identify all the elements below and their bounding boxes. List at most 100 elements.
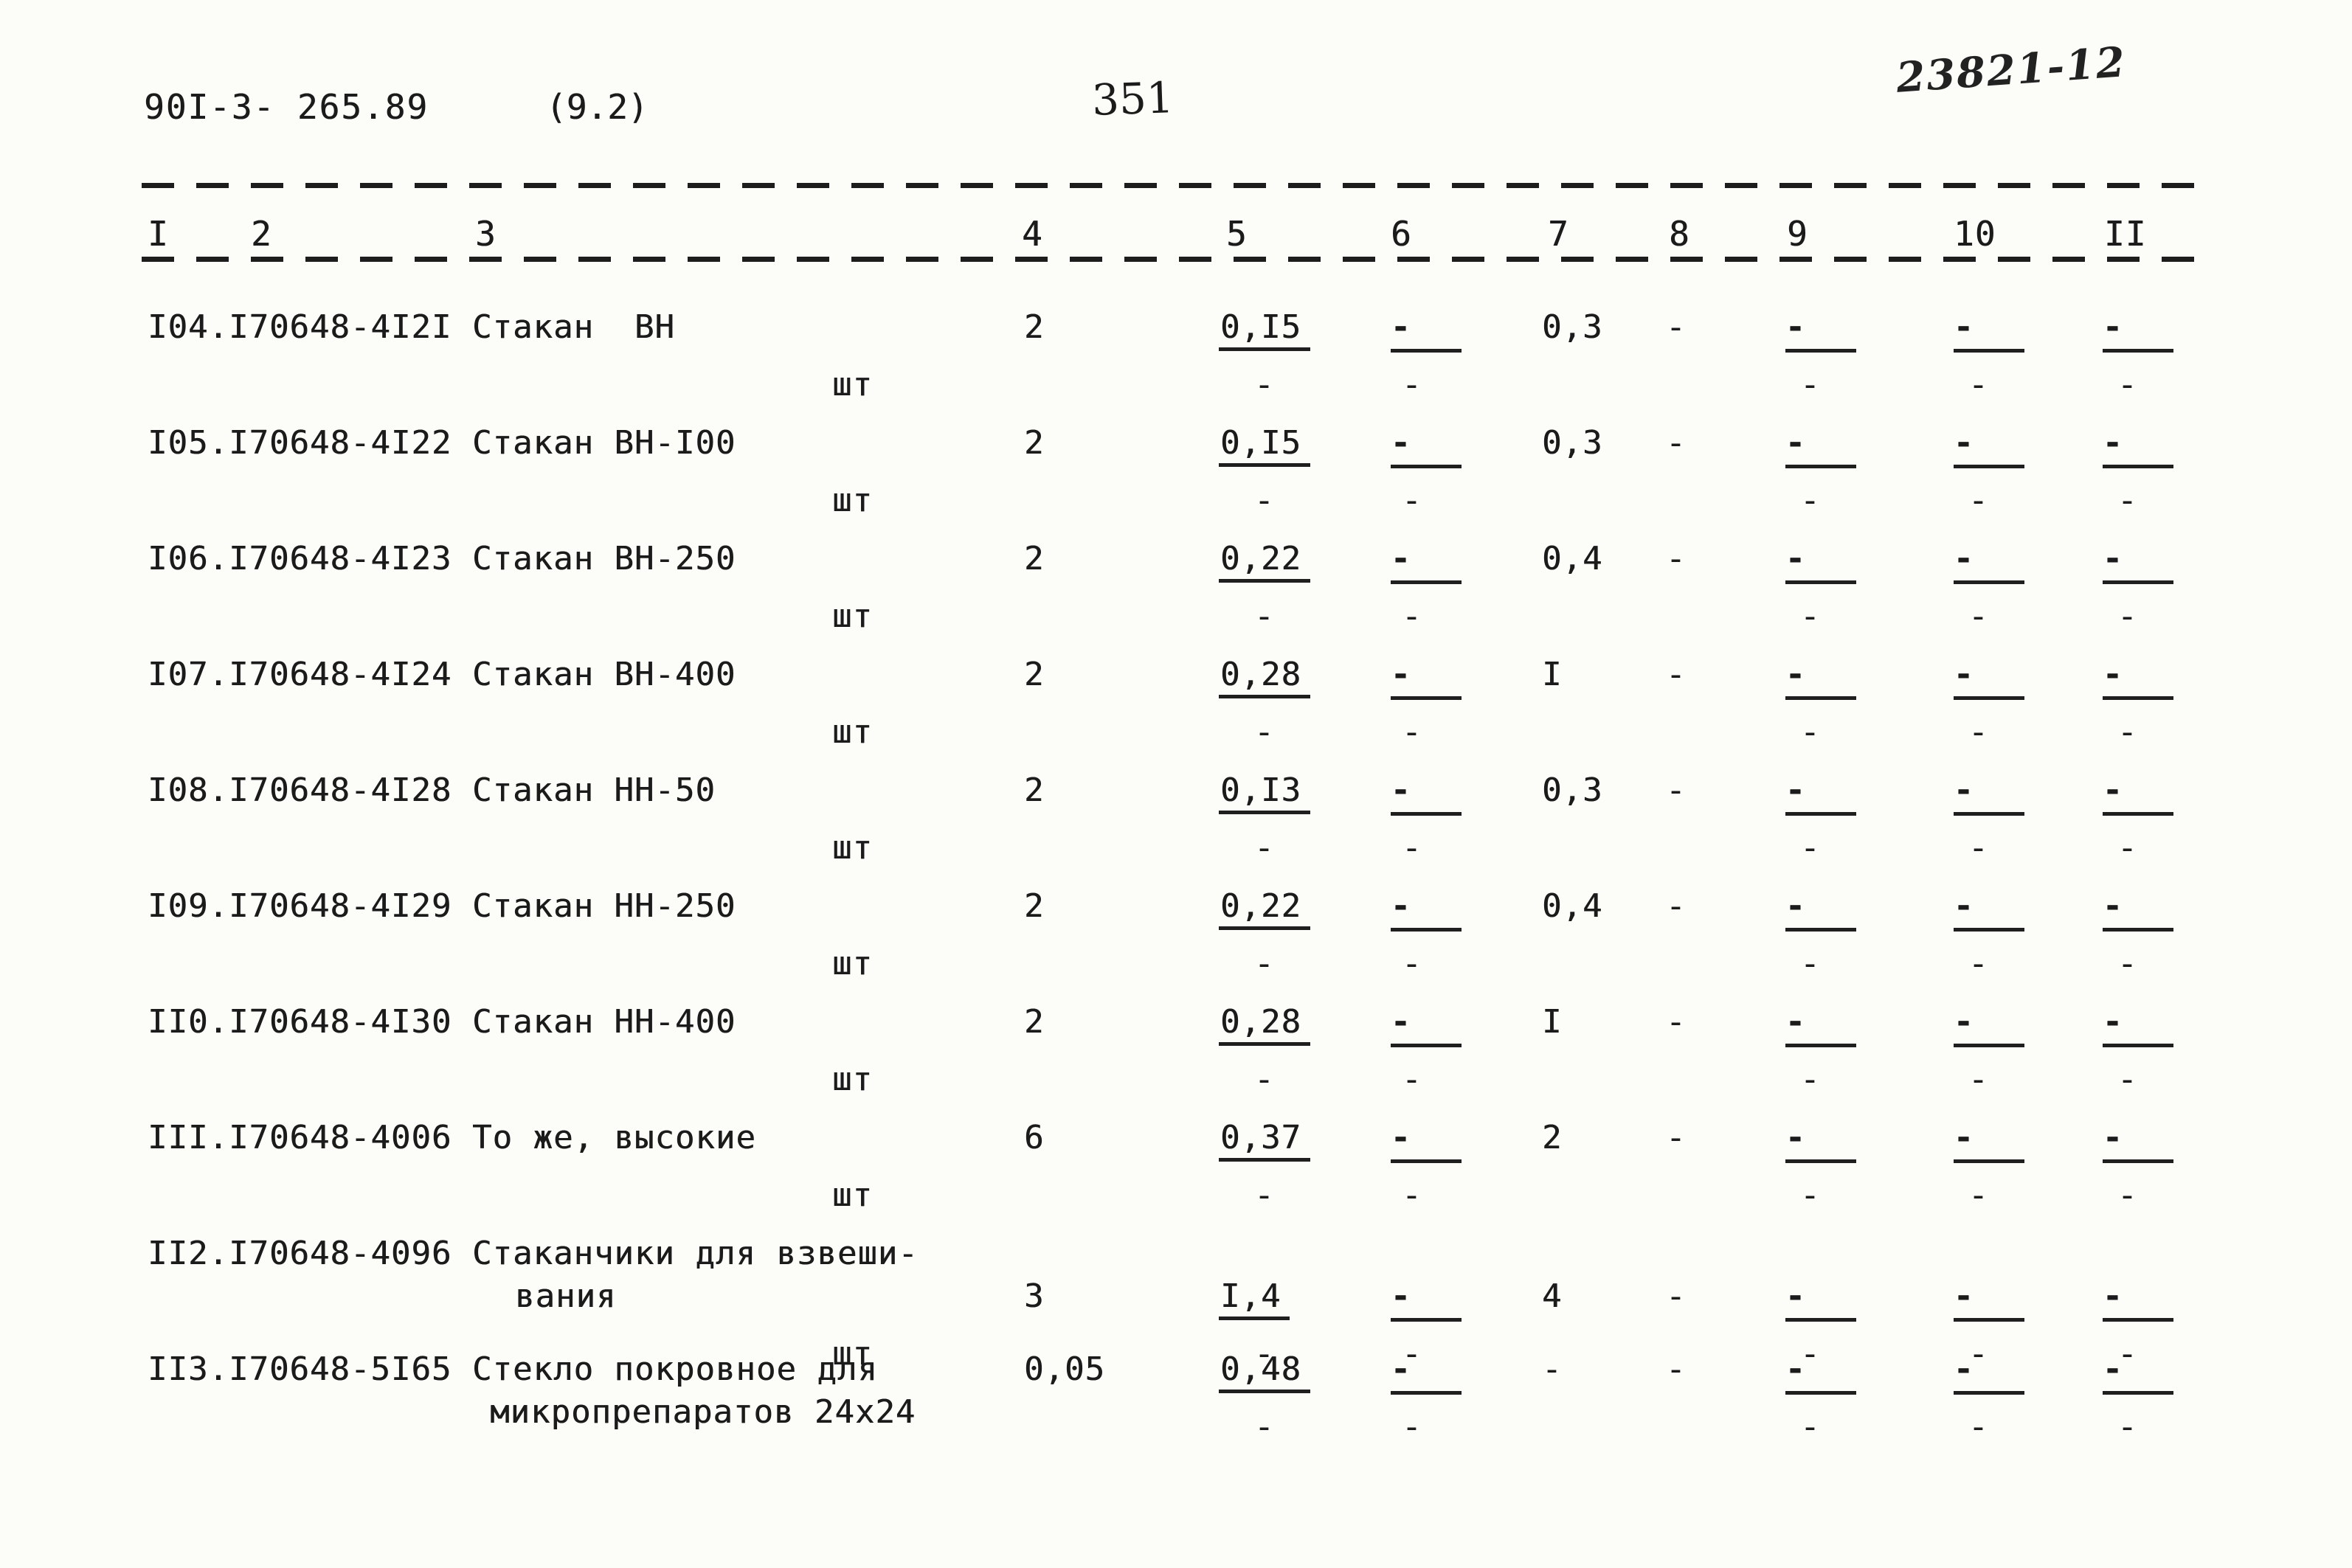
col10-dash-top: - xyxy=(1954,888,2024,932)
row-code: I07.I70648-4I24 xyxy=(148,656,452,693)
col6-dash-bottom: - xyxy=(1402,829,1422,867)
col6-dash-top: - xyxy=(1391,541,1462,585)
col9-dash-top: - xyxy=(1785,1351,1856,1395)
row-qty: 2 xyxy=(1024,308,1045,346)
col8-dash: - xyxy=(1666,1119,1687,1156)
row-mass-numerator: 0,I5 xyxy=(1219,425,1310,468)
col10-dash-bottom: - xyxy=(1968,1408,1989,1446)
col9-dash-bottom: - xyxy=(1800,829,1821,867)
col9-dash-bottom: - xyxy=(1800,713,1821,751)
col11-dash-bottom: - xyxy=(2117,829,2138,867)
col9-dash-top: - xyxy=(1785,425,1856,469)
col6-dash-top: - xyxy=(1391,888,1462,932)
column-header: 6 xyxy=(1391,214,1412,254)
row-mass-denominator: - xyxy=(1254,829,1275,867)
row-qty: 3 xyxy=(1024,1277,1045,1315)
col11-dash-top: - xyxy=(2103,1004,2173,1048)
col6-dash-top: - xyxy=(1391,425,1462,469)
column-header: 3 xyxy=(475,214,497,254)
col6-dash-bottom: - xyxy=(1402,1408,1422,1446)
col11-dash-bottom: - xyxy=(2117,713,2138,751)
col9-dash-top: - xyxy=(1785,888,1856,932)
column-header: 8 xyxy=(1669,214,1690,254)
row-mass-numerator: I,4 xyxy=(1219,1278,1290,1321)
col9-dash-top: - xyxy=(1785,309,1856,353)
col10-dash-top: - xyxy=(1954,1004,2024,1048)
column-header: I xyxy=(148,214,169,254)
row-norm: I xyxy=(1542,1003,1563,1041)
col9-dash-bottom: - xyxy=(1800,1176,1821,1214)
row-mass-denominator: - xyxy=(1254,1176,1275,1214)
col9-dash-top: - xyxy=(1785,1120,1856,1164)
col9-dash-bottom: - xyxy=(1800,366,1821,403)
col11-dash-bottom: - xyxy=(2117,482,2138,519)
row-qty: 2 xyxy=(1024,1003,1045,1041)
row-mass-numerator: 0,37 xyxy=(1219,1120,1310,1162)
col10-dash-bottom: - xyxy=(1968,482,1989,519)
col9-dash-top: - xyxy=(1785,1004,1856,1048)
row-name: Стакан НН-50 xyxy=(472,771,716,809)
row-name: Стакан ВН-400 xyxy=(472,656,736,693)
column-header: 9 xyxy=(1787,214,1808,254)
col9-dash-bottom: - xyxy=(1800,1335,1821,1373)
row-norm: - xyxy=(1542,1350,1563,1388)
row-qty: 2 xyxy=(1024,656,1045,693)
col9-dash-bottom: - xyxy=(1800,597,1821,635)
col10-dash-bottom: - xyxy=(1968,945,1989,982)
row-code: I04.I70648-4I2I xyxy=(148,308,452,346)
col10-dash-bottom: - xyxy=(1968,1335,1989,1373)
row-name-line2: микропрепаратов 24х24 xyxy=(490,1393,916,1431)
col9-dash-top: - xyxy=(1785,541,1856,585)
row-qty: 2 xyxy=(1024,424,1045,462)
col11-dash-bottom: - xyxy=(2117,1176,2138,1214)
row-mass-numerator: 0,I3 xyxy=(1219,772,1310,815)
col11-dash-top: - xyxy=(2103,1351,2173,1395)
row-code: II3.I70648-5I65 xyxy=(148,1350,452,1388)
row-mass-numerator: 0,22 xyxy=(1219,888,1310,931)
col6-dash-top: - xyxy=(1391,309,1462,353)
document-number: 90I-3- 265.89 xyxy=(144,87,429,127)
col6-dash-bottom: - xyxy=(1402,1061,1422,1098)
col6-dash-bottom: - xyxy=(1402,1176,1422,1214)
col6-dash-bottom: - xyxy=(1402,597,1422,635)
col8-dash: - xyxy=(1666,887,1687,925)
col8-dash: - xyxy=(1666,1350,1687,1388)
col11-dash-top: - xyxy=(2103,1278,2173,1322)
row-unit: шт xyxy=(832,482,873,519)
row-unit: шт xyxy=(832,1335,873,1373)
col10-dash-bottom: - xyxy=(1968,829,1989,867)
handwritten-stamp: 23821-12 xyxy=(1895,38,2128,103)
col8-dash: - xyxy=(1666,656,1687,693)
col11-dash-top: - xyxy=(2103,772,2173,816)
row-code: I08.I70648-4I28 xyxy=(148,771,452,809)
col8-dash: - xyxy=(1666,540,1687,577)
row-mass-numerator: 0,28 xyxy=(1219,656,1310,699)
col11-dash-bottom: - xyxy=(2117,1061,2138,1098)
dashed-rule-header xyxy=(142,257,2201,262)
dashed-rule-top xyxy=(142,183,2201,188)
row-mass-denominator: - xyxy=(1254,597,1275,635)
row-norm: 0,4 xyxy=(1542,887,1603,925)
col8-dash: - xyxy=(1666,1003,1687,1041)
col10-dash-bottom: - xyxy=(1968,1176,1989,1214)
col6-dash-top: - xyxy=(1391,1004,1462,1048)
col8-dash: - xyxy=(1666,1277,1687,1315)
col10-dash-top: - xyxy=(1954,541,2024,585)
page-number: 351 xyxy=(1090,72,1175,125)
row-mass-denominator: - xyxy=(1254,945,1275,982)
col11-dash-top: - xyxy=(2103,541,2173,585)
col9-dash-top: - xyxy=(1785,1278,1856,1322)
col11-dash-bottom: - xyxy=(2117,1335,2138,1373)
row-norm: 0,3 xyxy=(1542,424,1603,462)
row-code: II2.I70648-4096 xyxy=(148,1235,452,1272)
row-code: I05.I70648-4I22 xyxy=(148,424,452,462)
col11-dash-top: - xyxy=(2103,656,2173,701)
row-name: Стакан ВН-I00 xyxy=(472,424,736,462)
col8-dash: - xyxy=(1666,424,1687,462)
row-norm: 0,3 xyxy=(1542,308,1603,346)
row-unit: шт xyxy=(832,366,873,403)
col9-dash-top: - xyxy=(1785,772,1856,816)
col11-dash-bottom: - xyxy=(2117,597,2138,635)
column-header: 10 xyxy=(1954,214,1996,254)
row-unit: шт xyxy=(832,1176,873,1214)
